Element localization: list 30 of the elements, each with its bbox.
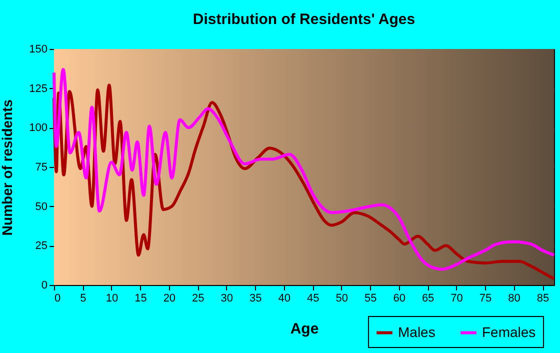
y-tick-label: 100 [29, 122, 48, 134]
y-tick-label: 125 [29, 82, 48, 95]
x-tick-label: 60 [393, 292, 406, 304]
y-axis-title: Number of residents [0, 99, 16, 236]
y-tick-label: 25 [35, 240, 48, 252]
x-tick-label: 50 [336, 292, 348, 304]
x-tick-label: 20 [163, 292, 176, 304]
x-tick-label: 40 [278, 292, 291, 304]
x-tick-label: 35 [250, 292, 262, 304]
x-tick-label: 65 [422, 292, 434, 304]
y-tick-label: 0 [41, 280, 48, 292]
x-tick-label: 30 [220, 292, 234, 304]
x-tick-label: 70 [450, 292, 463, 304]
legend-label: Males [398, 324, 436, 340]
x-tick-label: 0 [54, 292, 61, 304]
x-tick-label: 45 [306, 292, 320, 304]
x-tick-label: 5 [80, 292, 86, 304]
x-tick-label: 85 [536, 292, 550, 304]
y-tick-label: 150 [29, 44, 48, 56]
x-axis-title: Age [290, 320, 319, 338]
x-tick-label: 10 [106, 292, 118, 304]
chart-title: Distribution of Residents' Ages [192, 11, 416, 28]
x-tick-label: 75 [479, 292, 492, 304]
y-tick-label: 50 [35, 200, 48, 213]
x-tick-label: 55 [364, 292, 377, 304]
x-tick-label: 25 [192, 292, 204, 304]
legend-label: Females [482, 324, 536, 340]
x-tick-label: 15 [134, 292, 147, 304]
y-tick-label: 75 [35, 162, 48, 174]
x-tick-label: 80 [508, 292, 520, 304]
